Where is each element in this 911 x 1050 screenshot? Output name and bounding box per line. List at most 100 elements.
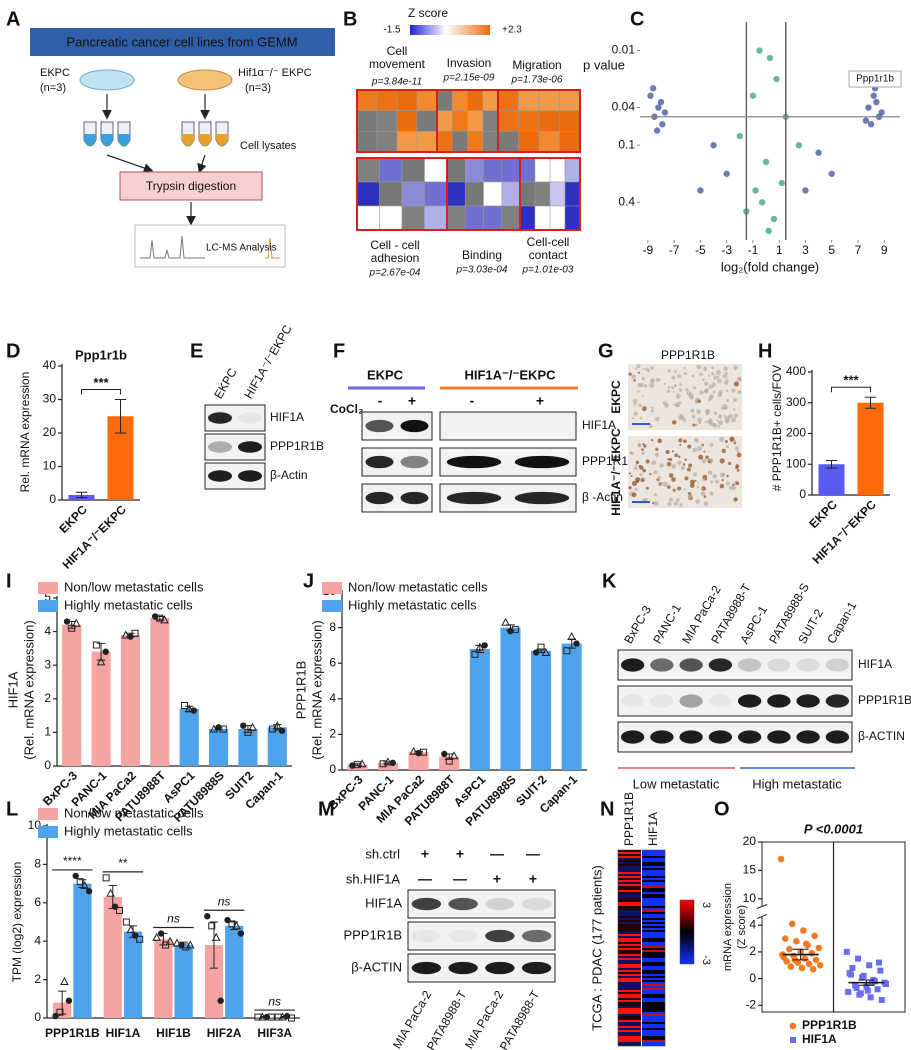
tissue-dot [703,501,709,507]
data-point [160,615,169,624]
tissue-dot [641,448,644,452]
heat-row [618,850,641,852]
heat-tile [356,181,380,207]
label: + [408,393,416,409]
data-point [419,748,427,756]
y-tick-label: 0 [49,492,56,506]
bar [179,708,199,766]
heat-tile [564,205,581,231]
tissue-dot [690,408,695,413]
p-value: p=3.03e-04 [456,265,508,276]
tissue-dot [695,499,701,504]
tissue-dot [657,438,663,444]
x-tick-label: HIF3A [257,1026,292,1040]
heat-tile [396,89,418,111]
data-point [843,948,850,955]
band-label: β-ACTIN [351,959,402,974]
data-point [801,955,809,962]
data-point [567,631,577,640]
y-tick-label: 20 [43,425,57,439]
tissue-dot [666,389,671,394]
heat-tile [416,110,438,132]
p-value: p=1.73e-06 [511,75,563,86]
tissue-dot [659,463,664,468]
heat-tile [356,205,380,231]
data-point [802,187,809,194]
tissue-dot [732,408,736,411]
heat-row [618,866,641,868]
heat-row [642,888,665,890]
data-point [657,98,665,106]
tissue-dot [683,439,687,443]
heat-tile [446,205,466,231]
heat-tile [467,131,483,153]
tissue-dot [640,477,645,483]
panel-letter: G [598,340,614,362]
heat-row [642,1036,665,1038]
band [737,658,762,672]
tissue-dot [703,381,709,386]
tissue-dot [635,460,640,465]
band [825,658,850,672]
data-point [773,75,780,83]
label: EKPC [40,67,70,79]
heat-row [618,1026,641,1028]
heat-row [618,920,641,922]
tissue-dot [687,444,692,449]
tissue-dot [672,488,676,492]
tissue-dot [688,463,693,468]
heat-row [642,874,665,876]
data-point [710,142,717,149]
y-tick-label: 40 [43,358,57,372]
heat-row [618,910,641,912]
tissue-dot [697,399,702,403]
heat-tile [519,181,536,207]
data-point [815,149,822,156]
data-point [777,855,785,863]
column-label: HIF1A [646,812,660,846]
y-label: (Rel. mRNA expression) [309,620,324,759]
data-point [865,104,872,111]
heat-row [618,890,641,892]
data-point [867,121,875,128]
heat-row [642,958,665,960]
data-point [874,986,881,993]
heat-row [642,932,665,934]
heat-row [618,988,641,990]
data-point [182,943,190,951]
heat-row [642,882,665,884]
data-point [52,1012,59,1020]
colorbar [679,899,695,965]
label: HIF1A⁻/⁻EKPC [464,367,556,382]
tissue-dot [717,425,721,428]
y-tick-label: 4 [749,917,756,931]
heat-row [618,1004,641,1006]
data-point [232,921,241,930]
p-value: p=3.84e-11 [371,77,422,88]
tissue-dot [733,381,739,387]
tissue-dot [634,367,638,370]
x-tick-label: -9 [643,243,654,257]
tissue-dot [660,481,664,485]
band [514,455,570,469]
bar [208,729,229,766]
data-point [793,937,800,945]
tissue-dot [628,486,632,490]
data-point [877,967,884,974]
tissue-dot [632,398,638,404]
band [448,961,478,975]
heat-row [642,922,665,924]
tissue-dot [639,472,643,477]
band [411,929,442,943]
data-point [661,109,669,116]
tissue-dot [693,437,699,443]
tissue-dot [705,409,710,414]
legend-label: Highly metastatic cells [64,597,193,612]
legend-swatch [38,582,58,594]
panel-letter: H [758,340,772,362]
data-point [106,888,115,897]
band [208,412,232,424]
tissue-dot [726,474,729,478]
heat-tile [356,110,378,132]
axis-break [757,906,767,917]
